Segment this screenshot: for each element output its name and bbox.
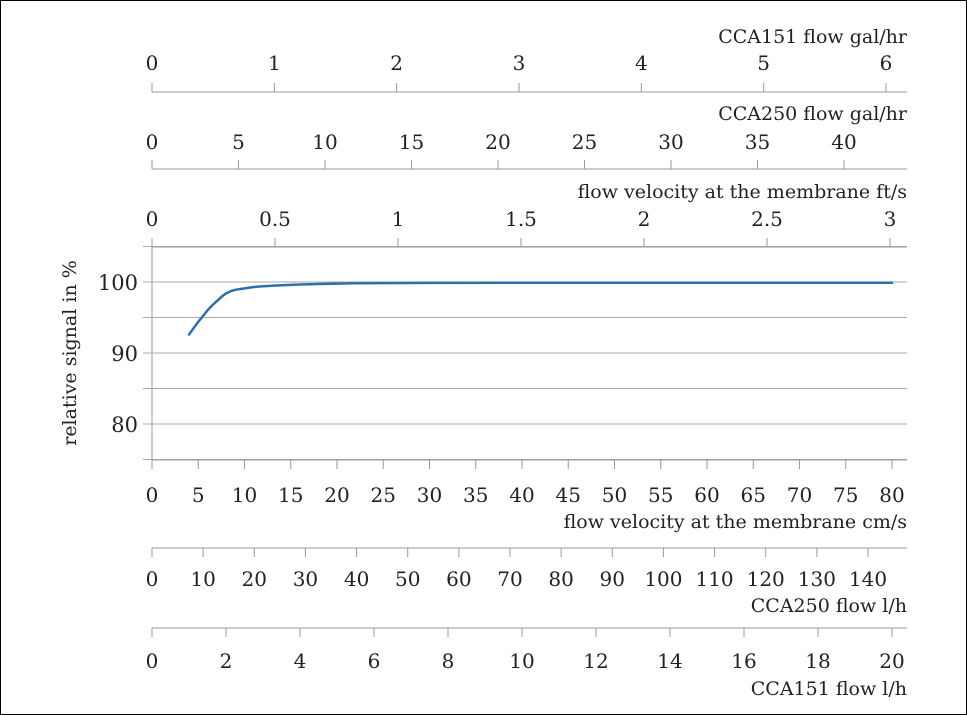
cca151_lh-tick-label: 10 — [509, 649, 534, 673]
y-tick-label: 100 — [98, 271, 138, 295]
velocity_cms-tick-label: 35 — [463, 483, 488, 507]
velocity_cms-tick-label: 10 — [232, 483, 257, 507]
cca250_lh-tick-label: 90 — [600, 567, 625, 591]
cca151_lh-tick-label: 16 — [731, 649, 756, 673]
velocity_cms-tick-label: 80 — [879, 483, 904, 507]
velocity_fts-tick-label: 1 — [392, 207, 405, 231]
cca250_lh-tick-label: 60 — [446, 567, 471, 591]
velocity_cms-tick-label: 30 — [417, 483, 442, 507]
cca250_lh-tick-label: 0 — [146, 567, 159, 591]
cca250_lh-tick-label: 100 — [644, 567, 682, 591]
cca151_galhr-tick-label: 1 — [268, 51, 281, 75]
velocity_cms-tick-label: 65 — [741, 483, 766, 507]
velocity_fts-tick-label: 2.5 — [751, 207, 783, 231]
cca151_galhr-tick-label: 4 — [635, 51, 648, 75]
velocity_fts-tick-label: 0 — [146, 207, 159, 231]
velocity_fts-tick-label: 2 — [638, 207, 651, 231]
cca151_lh-tick-label: 14 — [657, 649, 682, 673]
cca250_lh-tick-label: 50 — [395, 567, 420, 591]
velocity_fts-tick-label: 0.5 — [259, 207, 291, 231]
velocity_cms-axis-title: flow velocity at the membrane cm/s — [564, 511, 907, 533]
velocity_cms-tick-label: 20 — [324, 483, 349, 507]
cca250_galhr-tick-label: 0 — [146, 130, 159, 154]
cca250_galhr-tick-label: 10 — [312, 130, 337, 154]
cca151_lh-tick-label: 4 — [294, 649, 307, 673]
cca151_lh-tick-label: 0 — [146, 649, 159, 673]
cca151_galhr-tick-label: 6 — [880, 51, 893, 75]
cca250_lh-tick-label: 80 — [548, 567, 573, 591]
cca250_galhr-axis-title: CCA250 flow gal/hr — [718, 103, 908, 125]
velocity_cms-tick-label: 75 — [833, 483, 858, 507]
velocity_cms-tick-label: 55 — [648, 483, 673, 507]
y-axis-label: relative signal in % — [59, 260, 81, 446]
velocity_cms-tick-label: 25 — [371, 483, 396, 507]
cca250_lh-tick-label: 70 — [497, 567, 522, 591]
cca250_lh-tick-label: 10 — [190, 567, 215, 591]
cca250_lh-tick-label: 110 — [695, 567, 733, 591]
cca250_lh-tick-label: 120 — [747, 567, 785, 591]
cca151_galhr-tick-label: 3 — [513, 51, 526, 75]
velocity_fts-axis-title: flow velocity at the membrane ft/s — [578, 181, 907, 203]
cca250_galhr-tick-label: 20 — [485, 130, 510, 154]
cca250_lh-tick-label: 20 — [242, 567, 267, 591]
y-tick-label: 90 — [111, 342, 138, 366]
cca250_galhr-tick-label: 25 — [572, 130, 597, 154]
cca250_lh-tick-label: 40 — [344, 567, 369, 591]
cca250_lh-axis-title: CCA250 flow l/h — [751, 595, 907, 617]
series-line — [187, 281, 894, 336]
cca151_galhr-tick-label: 0 — [146, 51, 159, 75]
cca250_lh-tick-label: 140 — [849, 567, 887, 591]
cca250_galhr-tick-label: 15 — [399, 130, 424, 154]
cca151_lh-tick-label: 6 — [368, 649, 381, 673]
velocity_cms-tick-label: 60 — [694, 483, 719, 507]
velocity_cms-tick-label: 5 — [192, 483, 205, 507]
cca250_galhr-tick-label: 35 — [745, 130, 770, 154]
y-tick-label: 80 — [111, 413, 138, 437]
velocity_cms-tick-label: 70 — [787, 483, 812, 507]
cca151_lh-tick-label: 18 — [805, 649, 830, 673]
cca151_galhr-tick-label: 5 — [757, 51, 770, 75]
velocity_cms-tick-label: 40 — [509, 483, 534, 507]
velocity_fts-tick-label: 3 — [884, 207, 897, 231]
cca250_lh-tick-label: 30 — [293, 567, 318, 591]
cca151_galhr-tick-label: 2 — [390, 51, 403, 75]
cca151_lh-axis-title: CCA151 flow l/h — [751, 678, 907, 700]
cca151_lh-tick-label: 8 — [442, 649, 455, 673]
cca250_galhr-tick-label: 40 — [831, 130, 856, 154]
cca250_galhr-tick-label: 30 — [658, 130, 683, 154]
velocity_cms-tick-label: 45 — [556, 483, 581, 507]
cca151_lh-tick-label: 2 — [220, 649, 233, 673]
cca151_lh-tick-label: 12 — [583, 649, 608, 673]
cca250_lh-tick-label: 130 — [798, 567, 836, 591]
cca250_galhr-tick-label: 5 — [232, 130, 245, 154]
velocity_cms-tick-label: 0 — [146, 483, 159, 507]
velocity_cms-tick-label: 50 — [602, 483, 627, 507]
cca151_galhr-axis-title: CCA151 flow gal/hr — [718, 26, 908, 48]
velocity_fts-tick-label: 1.5 — [505, 207, 537, 231]
velocity_cms-tick-label: 15 — [278, 483, 303, 507]
cca151_lh-tick-label: 20 — [879, 649, 904, 673]
